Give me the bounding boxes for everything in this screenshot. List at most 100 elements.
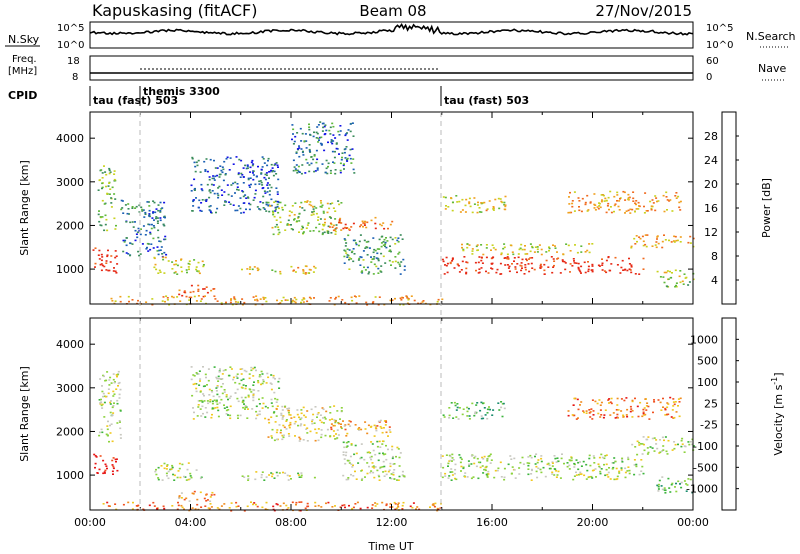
range-cell <box>327 225 330 228</box>
range-cell <box>315 432 318 434</box>
range-cell <box>328 419 331 421</box>
range-cell <box>608 398 611 400</box>
range-cell <box>108 182 111 184</box>
range-cell <box>305 428 308 430</box>
range-cell <box>277 211 280 214</box>
range-cell <box>329 297 332 299</box>
range-cell <box>263 208 266 210</box>
range-cell <box>213 192 216 195</box>
velocity-ylabel: Slant Range [km] <box>18 366 31 462</box>
range-cell <box>294 435 296 437</box>
range-cell <box>471 250 474 252</box>
range-cell <box>490 267 493 269</box>
range-cell <box>402 303 405 306</box>
range-cell <box>255 410 258 413</box>
range-cell <box>107 392 110 395</box>
range-cell <box>312 213 315 216</box>
range-cell <box>282 296 285 299</box>
range-cell <box>634 446 637 448</box>
range-cell <box>612 466 615 469</box>
range-cell <box>259 180 262 182</box>
range-cell <box>232 163 235 165</box>
range-cell <box>226 406 229 408</box>
range-cell <box>99 216 102 218</box>
range-cell <box>317 141 320 143</box>
range-cell <box>553 264 555 267</box>
range-cell <box>287 409 290 412</box>
range-cell <box>667 403 670 405</box>
range-cell <box>497 467 500 470</box>
range-cell <box>137 227 140 230</box>
range-cell <box>604 474 607 477</box>
freq-right-tick-bottom: 0 <box>706 72 712 83</box>
range-cell <box>401 474 404 476</box>
range-cell <box>360 256 363 259</box>
range-cell <box>397 241 400 243</box>
range-cell <box>119 300 122 303</box>
range-cell <box>281 434 284 437</box>
range-cell <box>572 404 575 406</box>
range-cell <box>214 407 217 409</box>
range-cell <box>306 224 309 226</box>
range-cell <box>448 414 451 417</box>
range-cell <box>539 265 542 267</box>
range-cell <box>189 291 192 294</box>
range-cell <box>115 374 118 376</box>
colorbar-tick-label: -100 <box>693 440 718 453</box>
range-cell <box>374 427 377 429</box>
range-cell <box>605 211 608 214</box>
range-cell <box>464 211 467 213</box>
range-cell <box>313 205 316 208</box>
range-cell <box>656 447 659 450</box>
range-cell <box>285 419 288 421</box>
range-cell <box>631 399 634 402</box>
range-cell <box>342 451 345 453</box>
range-cell <box>365 301 368 304</box>
range-cell <box>261 506 264 509</box>
range-cell <box>655 241 658 243</box>
range-cell <box>300 417 303 419</box>
range-cell <box>503 246 506 249</box>
range-cell <box>574 244 576 246</box>
range-cell <box>308 296 311 299</box>
range-cell <box>377 267 380 270</box>
range-cell <box>598 205 601 207</box>
range-cell <box>261 184 264 186</box>
range-cell <box>258 403 261 405</box>
range-cell <box>353 295 356 297</box>
range-cell <box>107 388 110 390</box>
range-cell <box>273 509 276 512</box>
range-cell <box>343 255 346 258</box>
range-cell <box>468 465 471 467</box>
range-cell <box>522 463 525 465</box>
range-cell <box>319 218 322 220</box>
range-cell <box>349 148 352 151</box>
range-cell <box>442 466 445 469</box>
colorbar-tick-label: 12 <box>704 226 718 239</box>
range-cell <box>290 228 293 230</box>
range-cell <box>678 401 681 403</box>
range-cell <box>521 258 524 261</box>
range-cell <box>461 413 464 416</box>
range-cell <box>675 284 677 287</box>
range-cell <box>477 461 480 464</box>
range-cell <box>370 219 373 222</box>
range-cell <box>166 464 169 466</box>
range-cell <box>366 221 369 224</box>
range-cell <box>188 260 191 262</box>
range-cell <box>339 130 342 132</box>
range-cell <box>373 248 376 251</box>
cpid-label: CPID <box>8 89 37 102</box>
range-cell <box>355 478 358 480</box>
range-cell <box>262 296 265 299</box>
range-cell <box>295 151 298 153</box>
range-cell <box>217 375 220 378</box>
range-cell <box>513 469 516 471</box>
range-cell <box>344 428 347 431</box>
range-cell <box>275 408 278 410</box>
range-cell <box>189 472 192 475</box>
range-cell <box>204 407 207 409</box>
range-cell <box>202 288 205 290</box>
range-cell <box>199 209 202 212</box>
range-cell <box>293 214 296 216</box>
